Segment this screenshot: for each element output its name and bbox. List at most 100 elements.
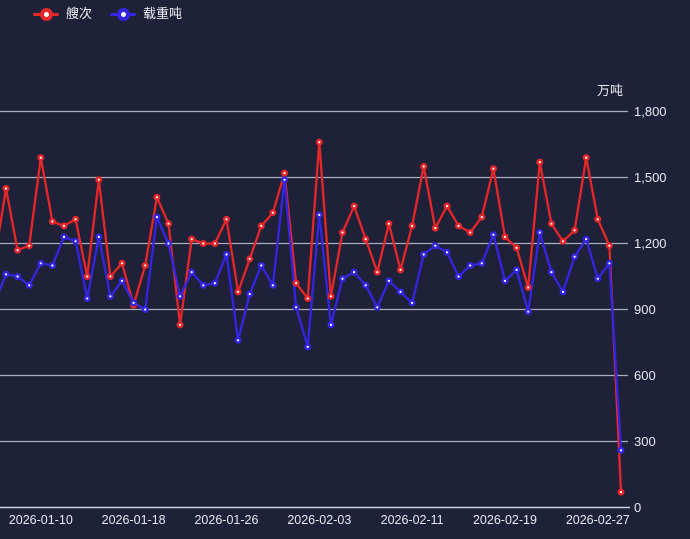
data-point[interactable] — [72, 237, 80, 245]
data-point[interactable] — [536, 228, 544, 236]
data-point[interactable] — [420, 162, 428, 170]
data-point[interactable] — [164, 239, 172, 247]
data-point[interactable] — [72, 215, 80, 223]
data-point[interactable] — [118, 259, 126, 267]
data-point[interactable] — [524, 308, 532, 316]
data-point[interactable] — [617, 446, 625, 454]
data-point[interactable] — [466, 262, 474, 270]
data-point[interactable] — [25, 242, 33, 250]
data-point[interactable] — [211, 279, 219, 287]
data-point[interactable] — [397, 266, 405, 274]
data-point[interactable] — [153, 193, 161, 201]
data-point[interactable] — [362, 235, 370, 243]
data-point[interactable] — [37, 259, 45, 267]
data-point[interactable] — [269, 209, 277, 217]
data-point[interactable] — [501, 233, 509, 241]
data-point[interactable] — [385, 220, 393, 228]
data-point[interactable] — [362, 281, 370, 289]
data-point[interactable] — [443, 248, 451, 256]
data-point[interactable] — [397, 288, 405, 296]
data-point[interactable] — [431, 242, 439, 250]
data-point[interactable] — [605, 259, 613, 267]
data-point[interactable] — [304, 343, 312, 351]
data-point[interactable] — [60, 233, 68, 241]
data-point[interactable] — [281, 176, 289, 184]
data-point[interactable] — [478, 213, 486, 221]
data-point[interactable] — [25, 281, 33, 289]
data-point[interactable] — [48, 217, 56, 225]
data-point[interactable] — [176, 292, 184, 300]
data-point[interactable] — [199, 281, 207, 289]
data-point[interactable] — [617, 488, 625, 496]
data-point[interactable] — [292, 279, 300, 287]
data-point[interactable] — [211, 239, 219, 247]
data-point[interactable] — [327, 292, 335, 300]
data-point[interactable] — [234, 336, 242, 344]
data-point[interactable] — [455, 273, 463, 281]
data-point[interactable] — [605, 242, 613, 250]
data-point[interactable] — [582, 154, 590, 162]
data-point[interactable] — [188, 268, 196, 276]
data-point[interactable] — [292, 303, 300, 311]
data-point[interactable] — [257, 262, 265, 270]
data-point[interactable] — [304, 295, 312, 303]
data-point[interactable] — [164, 220, 172, 228]
data-point[interactable] — [373, 268, 381, 276]
data-point[interactable] — [350, 202, 358, 210]
data-point[interactable] — [350, 268, 358, 276]
data-point[interactable] — [373, 303, 381, 311]
data-point[interactable] — [455, 222, 463, 230]
data-point[interactable] — [315, 138, 323, 146]
data-point[interactable] — [48, 262, 56, 270]
data-point[interactable] — [246, 290, 254, 298]
data-point[interactable] — [83, 295, 91, 303]
data-point[interactable] — [83, 273, 91, 281]
data-point[interactable] — [547, 220, 555, 228]
data-point[interactable] — [443, 202, 451, 210]
data-point[interactable] — [130, 299, 138, 307]
data-point[interactable] — [2, 270, 10, 278]
data-point[interactable] — [315, 211, 323, 219]
data-point[interactable] — [222, 250, 230, 258]
data-point[interactable] — [246, 255, 254, 263]
data-point[interactable] — [513, 266, 521, 274]
data-point[interactable] — [14, 273, 22, 281]
data-point[interactable] — [594, 275, 602, 283]
legend-item-deadweight[interactable]: 载重吨 — [110, 7, 182, 21]
data-point[interactable] — [141, 306, 149, 314]
legend-item-ships[interactable]: 艘次 — [33, 7, 92, 21]
data-point[interactable] — [60, 222, 68, 230]
data-point[interactable] — [524, 284, 532, 292]
data-point[interactable] — [571, 226, 579, 234]
data-point[interactable] — [234, 288, 242, 296]
data-point[interactable] — [269, 281, 277, 289]
data-point[interactable] — [141, 262, 149, 270]
data-point[interactable] — [408, 222, 416, 230]
data-point[interactable] — [257, 222, 265, 230]
data-point[interactable] — [466, 228, 474, 236]
data-point[interactable] — [513, 244, 521, 252]
data-point[interactable] — [385, 277, 393, 285]
data-point[interactable] — [37, 154, 45, 162]
data-point[interactable] — [408, 299, 416, 307]
data-point[interactable] — [582, 235, 590, 243]
data-point[interactable] — [95, 233, 103, 241]
data-point[interactable] — [478, 259, 486, 267]
data-point[interactable] — [571, 253, 579, 261]
data-point[interactable] — [188, 235, 196, 243]
data-point[interactable] — [431, 224, 439, 232]
data-point[interactable] — [2, 184, 10, 192]
data-point[interactable] — [339, 275, 347, 283]
data-point[interactable] — [106, 292, 114, 300]
data-point[interactable] — [222, 215, 230, 223]
data-point[interactable] — [118, 277, 126, 285]
data-point[interactable] — [106, 273, 114, 281]
data-point[interactable] — [199, 239, 207, 247]
data-point[interactable] — [153, 213, 161, 221]
data-point[interactable] — [489, 165, 497, 173]
data-point[interactable] — [95, 176, 103, 184]
data-point[interactable] — [420, 250, 428, 258]
data-point[interactable] — [547, 268, 555, 276]
data-point[interactable] — [559, 237, 567, 245]
